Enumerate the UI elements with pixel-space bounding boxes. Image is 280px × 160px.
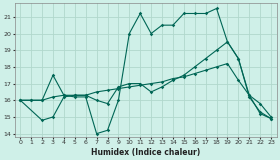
X-axis label: Humidex (Indice chaleur): Humidex (Indice chaleur) (91, 148, 200, 156)
